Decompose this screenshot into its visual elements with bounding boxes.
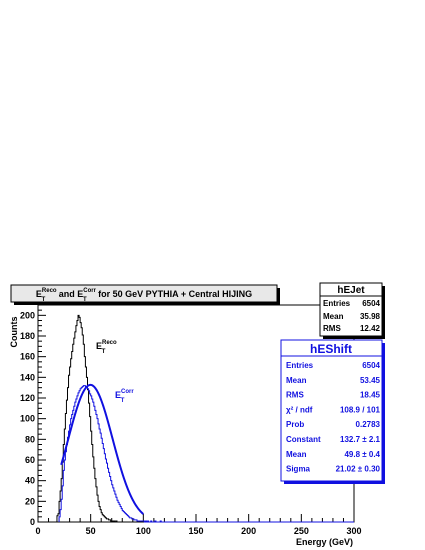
y-tick-label: 80 — [25, 434, 35, 444]
stats-label: χ² / ndf — [286, 405, 313, 414]
stats-value: 21.02 ± 0.30 — [336, 465, 381, 474]
series-hEJet — [56, 314, 354, 523]
x-tick-label: 250 — [294, 526, 309, 536]
y-tick-label: 180 — [20, 331, 35, 341]
stats-value: 53.45 — [360, 376, 381, 385]
y-tick-label: 100 — [20, 414, 35, 424]
y-axis-title: Counts — [9, 317, 19, 348]
stats-value: 0.2783 — [356, 420, 381, 429]
y-tick-label: 60 — [25, 455, 35, 465]
stats-value: 108.9 / 101 — [340, 405, 381, 414]
y-tick-label: 0 — [30, 517, 35, 527]
x-tick-label: 200 — [241, 526, 256, 536]
y-tick-label: 20 — [25, 496, 35, 506]
stats-label: RMS — [286, 391, 304, 400]
x-tick-label: 300 — [346, 526, 361, 536]
y-axis: 0 20 40 60 80 100 120 140 160 180 200 — [20, 304, 46, 527]
chart-title: EReco T and ECorr T for 50 GeV PYTHIA + Ce… — [36, 288, 252, 303]
stats-value: 35.98 — [360, 312, 381, 321]
x-axis-title: Energy (GeV) — [296, 537, 353, 547]
stats-label: RMS — [323, 324, 341, 333]
title-box: EReco T and ECorr T for 50 GeV PYTHIA + Ce… — [10, 284, 280, 305]
stats-label: Mean — [286, 450, 307, 459]
x-tick-label: 50 — [86, 526, 96, 536]
gaussian-fit-curve — [60, 383, 144, 515]
stats-label: Mean — [323, 312, 344, 321]
label-corr: ECorr T — [115, 389, 134, 404]
stats-label: Entries — [323, 299, 351, 308]
y-tick-label: 140 — [20, 372, 35, 382]
stats-label: Prob — [286, 420, 304, 429]
stats-label: Sigma — [286, 465, 311, 474]
stats-title-hEJet: hEJet — [337, 285, 365, 296]
stats-label: Entries — [286, 361, 314, 370]
y-tick-label: 120 — [20, 393, 35, 403]
stats-title-hEShift: hEShift — [310, 342, 352, 356]
stats-value: 12.42 — [360, 324, 381, 333]
stats-value: 49.8 ± 0.4 — [344, 450, 380, 459]
x-tick-label: 100 — [136, 526, 151, 536]
x-axis: 0 50 100 150 200 250 300 — [35, 514, 362, 536]
stats-box-hEShift: hEShift Entries 6504 Mean 53.45 RMS 18.45 χ² /… — [280, 339, 385, 484]
x-tick-label: 0 — [35, 526, 40, 536]
stats-box-hEJet: hEJet Entries 6504 Mean 35.98 RMS 12.42 — [319, 282, 385, 339]
series-hEShift — [58, 385, 354, 523]
stats-value: 18.45 — [360, 391, 381, 400]
y-tick-label: 200 — [20, 310, 35, 320]
stats-value: 6504 — [362, 299, 380, 308]
stats-label: Constant — [286, 435, 321, 444]
y-tick-label: 40 — [25, 476, 35, 486]
stats-value: 6504 — [362, 361, 380, 370]
y-tick-label: 160 — [20, 352, 35, 362]
x-tick-label: 150 — [188, 526, 203, 536]
stats-label: Mean — [286, 376, 307, 385]
label-reco: EReco T — [96, 340, 117, 355]
stats-value: 132.7 ± 2.1 — [340, 435, 381, 444]
